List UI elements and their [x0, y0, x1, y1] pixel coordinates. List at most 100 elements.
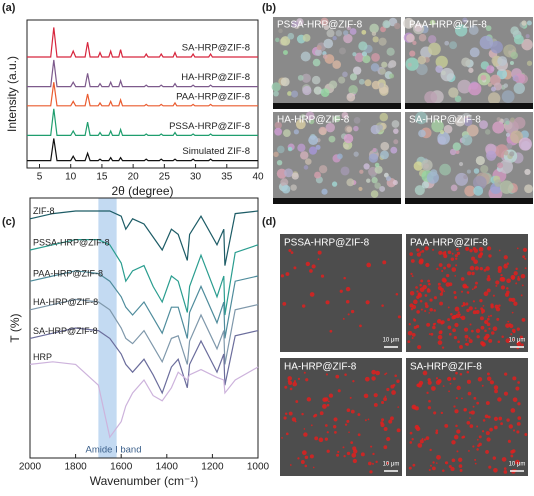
- sem-grain: [497, 162, 504, 169]
- fluorescence-spot: [476, 401, 480, 405]
- fluorescence-spot: [437, 334, 443, 340]
- fluorescence-spot: [392, 384, 396, 387]
- sem-grain: [349, 28, 357, 35]
- fluorescence-spot: [469, 417, 471, 419]
- fluorescence-spot: [486, 288, 491, 293]
- sem-grain: [326, 29, 335, 38]
- fluorescence-spot: [301, 304, 306, 308]
- fluorescence-spot: [459, 469, 463, 472]
- sem-grain: [331, 181, 338, 187]
- fluorescence-spot: [285, 272, 290, 276]
- fluorescence-spot: [449, 382, 452, 385]
- sem-grain: [472, 175, 487, 190]
- fluorescence-spot: [460, 315, 466, 321]
- fluorescence-spot: [473, 396, 477, 400]
- fluorescence-spot: [427, 378, 431, 382]
- x-tick-label: 10: [65, 172, 77, 183]
- sem-grain: [312, 58, 321, 67]
- fluorescence-spot: [516, 430, 520, 434]
- fluorescence-spot: [349, 396, 352, 399]
- sem-grain: [315, 144, 321, 150]
- fluorescence-spot: [348, 431, 350, 434]
- fluorescence-background: [280, 234, 402, 352]
- fluorescence-spot: [410, 272, 413, 276]
- fluorescence-spot: [501, 457, 507, 462]
- sem-grain: [374, 162, 380, 168]
- fluorescence-spot: [466, 420, 471, 425]
- fluorescence-spot: [336, 453, 340, 457]
- fluorescence-spot: [435, 462, 438, 464]
- fluorescence-spot: [413, 299, 418, 305]
- x-axis-label: Wavenumber (cm⁻¹): [90, 474, 199, 488]
- fluorescence-spot: [451, 458, 456, 463]
- sem-grain: [353, 151, 359, 157]
- scale-bar-label: 10 μm: [509, 462, 526, 468]
- fluorescence-spot: [437, 379, 442, 384]
- fluorescence-spot: [345, 299, 350, 304]
- sem-grain: [281, 184, 291, 194]
- fluorescence-spot: [388, 419, 393, 424]
- sem-grain: [429, 19, 436, 26]
- fluorescence-spot: [468, 306, 473, 311]
- sem-grain: [405, 57, 419, 71]
- fluorescence-spot: [465, 342, 469, 346]
- fluorescence-spot: [409, 290, 415, 296]
- series-line: [29, 361, 259, 439]
- fluorescence-spot: [482, 419, 486, 422]
- fluorescence-spot: [411, 438, 414, 441]
- sem-grain: [340, 166, 350, 176]
- fluorescence-spot: [472, 300, 476, 303]
- fluorescence-spot: [506, 418, 510, 422]
- sem-grain: [417, 55, 427, 65]
- fluorescence-spot: [459, 345, 463, 349]
- y-axis-label: Intensity (a.u.): [5, 56, 19, 132]
- fluorescence-spot: [342, 446, 345, 449]
- fluorescence-spot: [508, 323, 512, 326]
- shaded-band: [98, 198, 117, 458]
- sem-grain: [513, 34, 524, 45]
- fluorescence-spot: [456, 251, 461, 256]
- fluorescence-spot: [513, 301, 518, 306]
- fluorescence-spot: [318, 437, 324, 443]
- sem-grain: [444, 40, 450, 46]
- sem-grain: [510, 130, 523, 144]
- fluorescence-spot: [420, 279, 424, 283]
- fluorescence-spot: [486, 277, 491, 282]
- sem-grain: [479, 35, 494, 50]
- fluorescence-spot: [285, 432, 289, 436]
- fluorescence-spot: [500, 285, 506, 290]
- fluorescence-spot: [500, 422, 503, 426]
- sem-grain: [352, 52, 357, 57]
- sem-grain: [342, 71, 348, 78]
- fluorescence-spot: [515, 282, 518, 285]
- sem-grain: [480, 164, 489, 174]
- sem-grain: [276, 168, 287, 179]
- fluorescence-spot: [380, 418, 385, 422]
- fluorescence-spot: [469, 323, 472, 326]
- fluorescence-spot: [432, 466, 436, 471]
- fluorescence-spot: [357, 433, 361, 437]
- fluorescence-spot: [417, 345, 422, 350]
- fluorescence-spot: [283, 416, 287, 420]
- sem-grain: [509, 151, 515, 157]
- fluorescence-spot: [524, 433, 528, 437]
- fluorescence-background: [280, 358, 402, 476]
- fluorescence-spot: [363, 393, 369, 399]
- fluorescence-spot: [428, 399, 431, 403]
- sem-grain: [499, 159, 514, 174]
- sem-image: HA-HRP@ZIF-8: [273, 111, 401, 204]
- sem-info-bar: [405, 198, 533, 204]
- sem-grain: [293, 129, 299, 135]
- fluorescence-spot: [460, 290, 464, 293]
- fluorescence-spot: [369, 470, 373, 474]
- fluorescence-spot: [486, 322, 491, 327]
- fluorescence-spot: [463, 327, 469, 332]
- fluorescence-spot: [326, 431, 329, 434]
- x-tick-label: 15: [96, 172, 108, 183]
- fluorescence-spot: [507, 439, 511, 443]
- fluorescence-image: SA-HRP@ZIF-8 10 μm: [406, 358, 528, 476]
- sem-grain: [431, 119, 444, 133]
- fluorescence-spot: [517, 277, 521, 281]
- fluorescence-spot: [428, 282, 431, 286]
